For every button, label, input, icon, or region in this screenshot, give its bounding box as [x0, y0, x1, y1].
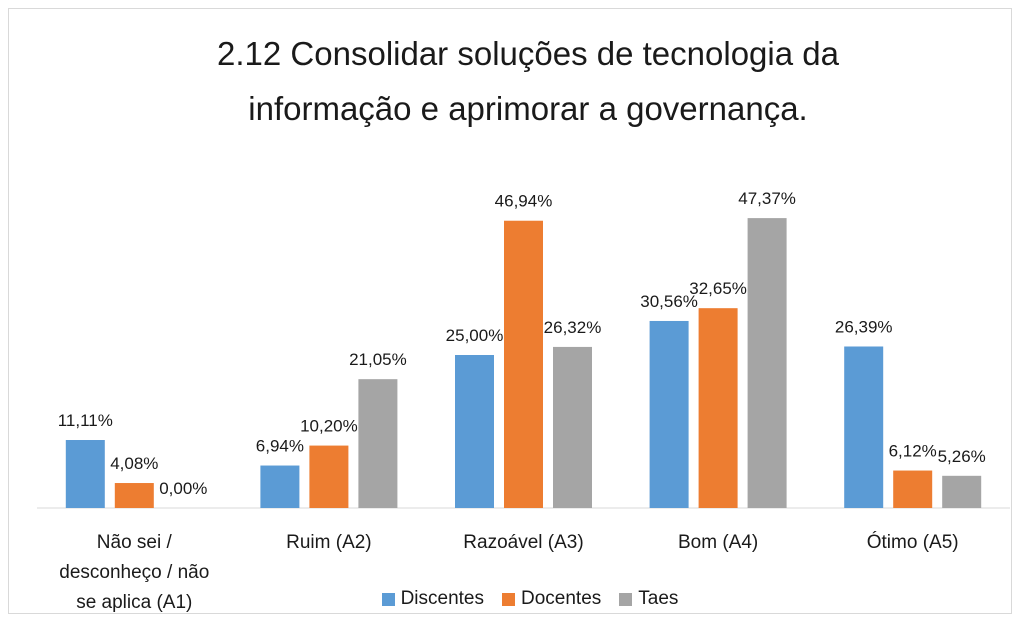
data-label: 6,12%: [889, 442, 937, 461]
data-label: 26,39%: [835, 317, 893, 336]
data-label: 10,20%: [300, 417, 358, 436]
x-tick-label: Razoável (A3): [463, 532, 584, 553]
data-label: 46,94%: [495, 192, 553, 211]
bar: [309, 445, 349, 508]
bar: [698, 308, 738, 508]
legend: Discentes Docentes Taes: [0, 588, 1022, 610]
bar: [358, 379, 398, 508]
bar: [553, 346, 592, 508]
legend-swatch: [381, 592, 395, 606]
bar: [649, 320, 689, 508]
legend-swatch: [502, 592, 515, 606]
bar: [260, 465, 300, 508]
data-label: 21,05%: [349, 350, 407, 369]
legend-item: Discentes: [381, 588, 484, 610]
chart-title: 2.12 Consolidar soluções de tecnologia d…: [217, 35, 839, 127]
legend-label: Taes: [638, 588, 679, 609]
data-label: 4,08%: [110, 454, 158, 473]
data-label: 25,00%: [446, 326, 504, 345]
bar: [65, 440, 105, 508]
x-tick-label: Ruim (A2): [286, 532, 372, 553]
bar: [844, 346, 884, 508]
data-label: 6,94%: [256, 437, 304, 456]
x-tick-label: Bom (A4): [677, 532, 759, 553]
legend-label: Docentes: [521, 588, 602, 609]
chart-frame: [8, 8, 1012, 614]
bar: [455, 355, 494, 508]
bar: [942, 475, 982, 508]
data-label: 47,37%: [738, 189, 796, 208]
bar: [747, 218, 787, 509]
x-tick-label: Não sei / desconheço / não se aplica (A1…: [59, 532, 210, 613]
legend-item: Taes: [619, 588, 678, 610]
bar: [504, 220, 543, 508]
legend-swatch: [619, 592, 633, 606]
data-label: 11,11%: [58, 411, 113, 430]
data-label: 32,65%: [689, 279, 747, 298]
legend-item: Docentes: [502, 588, 601, 610]
data-label: 30,56%: [640, 292, 698, 311]
data-label: 5,26%: [938, 447, 986, 466]
data-label: 0,00%: [159, 479, 207, 498]
bar: [893, 470, 933, 508]
x-tick-label: Ótimo (A5): [866, 532, 959, 553]
data-label: 26,32%: [544, 318, 602, 337]
legend-label: Discentes: [400, 588, 484, 609]
bar: [114, 483, 154, 508]
